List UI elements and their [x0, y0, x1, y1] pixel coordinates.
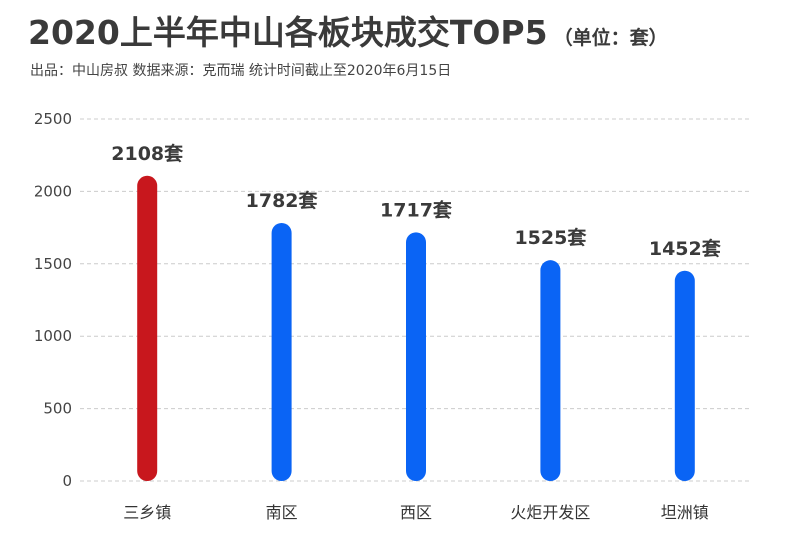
source-note: 出品：中山房叔 数据来源：克而瑞 统计时间截止至2020年6月15日 — [30, 63, 452, 79]
y-tick-label: 500 — [43, 400, 72, 418]
bar-2 — [271, 222, 292, 481]
category-label: 三乡镇 — [123, 503, 171, 522]
category-label: 南区 — [266, 503, 298, 522]
unit-label: （单位：套） — [553, 27, 668, 49]
category-label: 坦洲镇 — [661, 503, 709, 522]
category-label: 西区 — [400, 503, 432, 522]
y-tick-label: 2500 — [34, 110, 72, 128]
bar-3 — [406, 232, 426, 481]
chart-title: 2020上半年中山各板块成交TOP5 — [28, 13, 548, 52]
bar-5 — [674, 270, 695, 481]
value-label: 1782套 — [246, 189, 319, 212]
value-label: 1525套 — [514, 226, 587, 249]
value-label: 2108套 — [111, 142, 184, 165]
value-label: 1452套 — [649, 237, 722, 260]
bar-4 — [540, 260, 561, 481]
y-tick-label: 1500 — [34, 255, 72, 273]
y-tick-label: 1000 — [34, 327, 72, 345]
y-tick-label: 2000 — [34, 182, 72, 200]
category-label: 火炬开发区 — [510, 503, 590, 522]
y-tick-label: 0 — [62, 472, 72, 490]
title-block: 2020上半年中山各板块成交TOP5 （单位：套） — [28, 6, 668, 54]
bar-1 — [137, 175, 158, 481]
value-label: 1717套 — [380, 198, 453, 221]
